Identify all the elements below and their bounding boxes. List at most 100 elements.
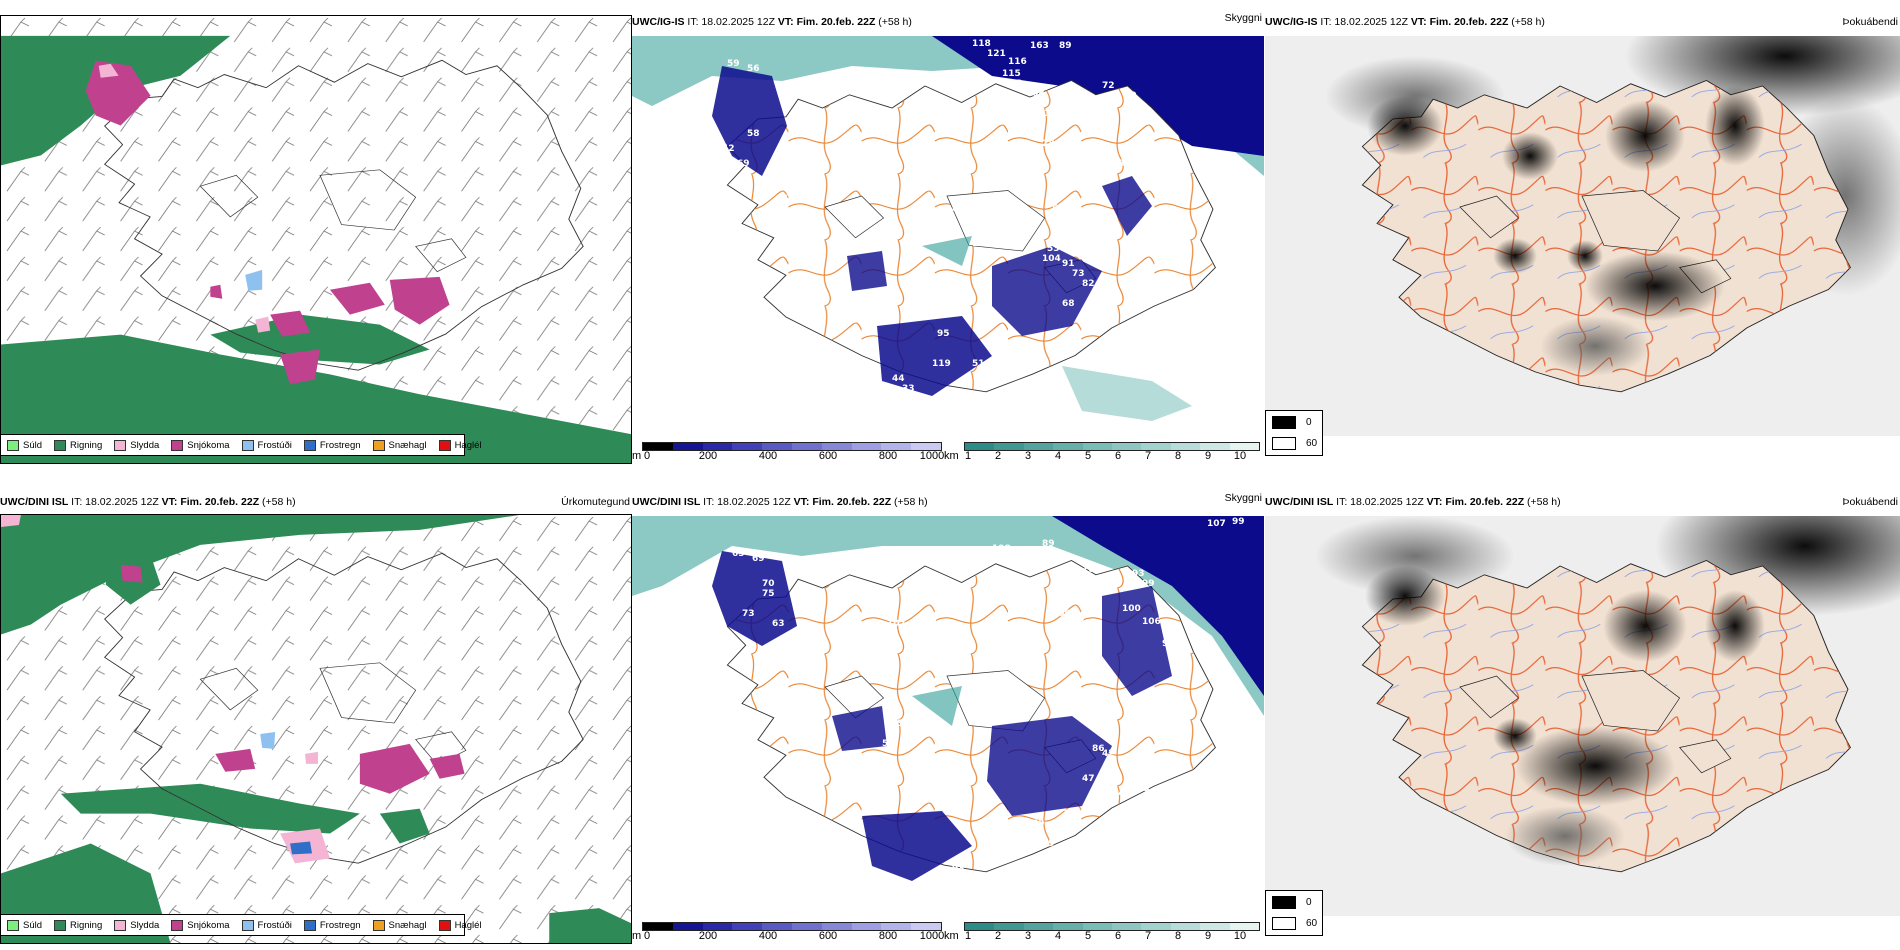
tick-label: 800	[878, 930, 898, 942]
tick-label: 10	[1233, 450, 1247, 462]
legend-item: Frostúði	[241, 919, 292, 931]
visibility-value-label: 105	[972, 224, 991, 234]
colorbar-segment	[732, 923, 763, 930]
visibility-value-label: 73	[742, 609, 755, 619]
legend-item: Súld	[7, 439, 42, 451]
visibility-value-label: 59	[1052, 204, 1065, 214]
visibility-value-label: 44	[892, 374, 905, 384]
visibility-value-label: 72	[1010, 79, 1023, 89]
visibility-value-label: 80	[1124, 91, 1137, 101]
visibility-value-label: 100	[1122, 604, 1141, 614]
snow-area-east	[329, 282, 385, 315]
vis-colorbar-m: m 0 200 400 600 800 1000	[632, 918, 945, 942]
snow-pellets-swatch	[372, 919, 385, 931]
tick-label: 1	[964, 930, 972, 942]
colorbar-segment	[911, 923, 941, 930]
tick-label: 1000	[919, 930, 945, 942]
colorbar-segment	[1053, 443, 1083, 450]
visibility-value-label: 89	[1042, 539, 1055, 549]
legend-item: Snjókoma	[171, 439, 230, 451]
colorbar-segment	[881, 443, 912, 450]
visibility-value-label: 73	[1072, 269, 1085, 279]
legend-item: 0	[1272, 896, 1312, 909]
panel-title: UWC/DINI ISL IT: 18.02.2025 12Z VT: Fim.…	[1265, 496, 1561, 508]
visibility-value-label: 121	[987, 49, 1006, 59]
visibility-panel-row2: UWC/DINI ISL IT: 18.02.2025 12Z VT: Fim.…	[632, 492, 1264, 944]
visibility-value-label: 57	[912, 899, 925, 909]
visibility-value-label: 106	[1142, 617, 1161, 627]
visibility-value-label: 107	[1207, 519, 1226, 529]
visibility-value-label: 109	[1077, 624, 1096, 634]
tick-label: 8	[1174, 930, 1182, 942]
visibility-value-label: 198	[992, 544, 1011, 554]
tick-label: 7	[1144, 450, 1152, 462]
fog-legend: 0 60	[1265, 410, 1323, 456]
visibility-map[interactable]: 107 99 198 89 100 93 99 84 100 106 40 97 109 78 83 109 1…	[632, 516, 1264, 916]
hail-swatch	[438, 439, 451, 451]
precip-legend: Súld Rigning Slydda Snjókoma Frostúði Fr…	[0, 914, 482, 936]
legend-item: 0	[1272, 416, 1312, 429]
precip-map[interactable]	[0, 514, 632, 944]
legend-item: Haglél	[438, 919, 482, 931]
panel-title: UWC/DINI ISL IT: 18.02.2025 12Z VT: Fim.…	[0, 496, 296, 508]
visibility-value-label: 75	[762, 589, 775, 599]
visibility-value-label: 58	[747, 129, 760, 139]
tick-label: 1000	[919, 450, 945, 462]
legend-item: Haglél	[438, 439, 482, 451]
visibility-value-label: 100	[1082, 565, 1101, 575]
precip-panel-row1: UWC/IG-IS IT: 18.02.2025 12Z VT: Fim. 20…	[0, 14, 632, 464]
precip-map[interactable]	[0, 15, 632, 464]
colorbar-segment	[1023, 923, 1054, 930]
visibility-value-label: 189	[962, 689, 981, 699]
legend-item: Snjókoma	[171, 919, 230, 931]
visibility-value-label: 104	[1042, 254, 1061, 264]
tick-label: 0	[643, 930, 651, 942]
legend-item: 60	[1272, 437, 1317, 450]
visibility-value-label: 47	[1082, 774, 1095, 784]
visibility-value-label: 78	[1112, 159, 1125, 169]
drizzle-swatch	[7, 919, 19, 931]
colorbar-segment	[1023, 443, 1054, 450]
legend-item: Slydda	[114, 919, 159, 931]
vis-colorbar-m: m 0 200 400 600 800 1000	[632, 438, 945, 462]
visibility-value-label: 153	[972, 239, 991, 249]
visibility-value-label: 116	[1008, 57, 1027, 67]
colorbar-segment	[821, 923, 852, 930]
colorbar-segment	[1112, 923, 1142, 930]
fog-map[interactable]	[1265, 516, 1900, 916]
colorbar-segment	[994, 923, 1024, 930]
legend-item: Rigning	[54, 919, 102, 931]
panel-title: UWC/IG-IS IT: 18.02.2025 12Z VT: Fim. 20…	[1265, 16, 1545, 28]
visibility-value-label: 93	[1132, 569, 1145, 579]
colorbar-segment	[1200, 443, 1230, 450]
visibility-value-label: 91	[1062, 259, 1075, 269]
drizzle-swatch	[7, 439, 19, 451]
fog-map[interactable]	[1265, 36, 1900, 436]
unit-label-km: km	[944, 930, 959, 942]
tick-label: 800	[878, 450, 898, 462]
colorbar-segment	[791, 923, 822, 930]
snow-area-east	[359, 743, 430, 794]
colorbar-segment	[1141, 923, 1171, 930]
visibility-value-label: 35	[907, 399, 920, 409]
visibility-value-label: 64	[1007, 824, 1020, 834]
unit-label-m: m	[632, 450, 642, 462]
visibility-value-label: 71	[1102, 95, 1115, 105]
visibility-value-label: 55	[932, 884, 945, 894]
tick-label: 1	[964, 450, 972, 462]
visibility-value-label: 93	[952, 864, 965, 874]
colorbar-segment	[965, 443, 995, 450]
visibility-value-label: 72	[1102, 81, 1115, 91]
visibility-value-label: 86	[1092, 744, 1105, 754]
visibility-value-label: 78	[1072, 617, 1085, 627]
legend-item: Frostregn	[303, 919, 361, 931]
tick-label: 9	[1204, 930, 1212, 942]
rain-area-northwest	[1, 35, 231, 166]
visibility-value-label: 59	[1042, 839, 1055, 849]
vis-colorbar-km: km 1 2 3 4 5 6 7 8 9 10	[944, 438, 1262, 462]
visibility-value-label: 42	[972, 899, 985, 909]
visibility-value-label: 40	[1162, 627, 1175, 637]
legend-item: Frostregn	[303, 439, 361, 451]
visibility-map[interactable]: 118 121 116 163 89 59 56 94 94 72 80 71 75 115 72 68 104…	[632, 36, 1264, 436]
